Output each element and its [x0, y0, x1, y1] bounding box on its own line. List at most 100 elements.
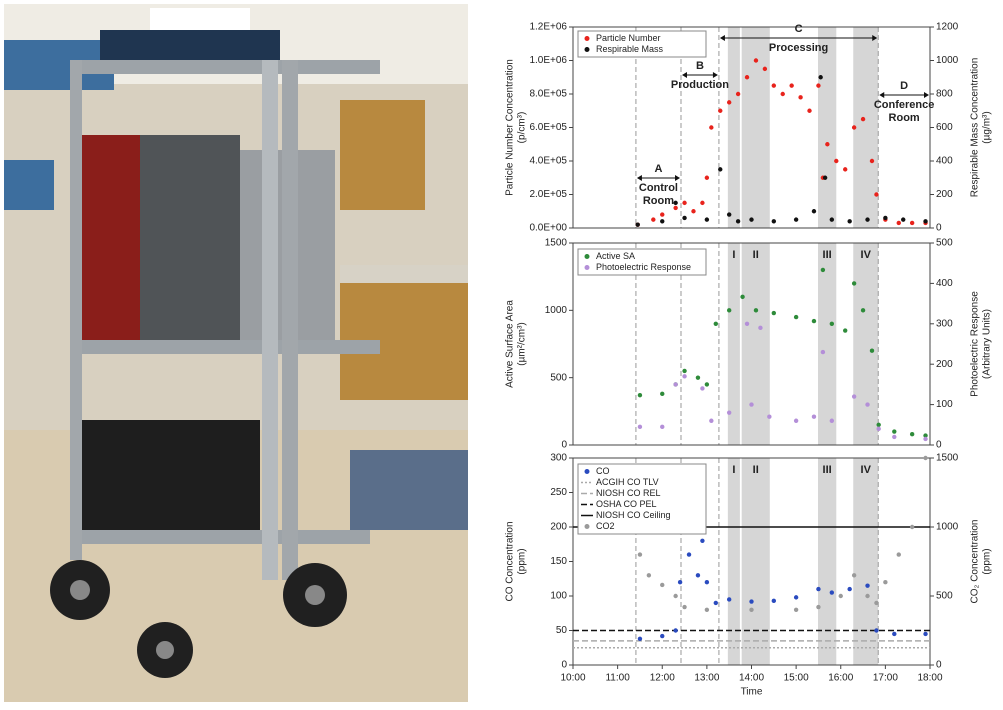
- hub: [70, 580, 90, 600]
- device: [100, 30, 280, 60]
- data-point: [726, 212, 732, 217]
- data-point: [847, 586, 852, 592]
- data-point: [865, 217, 870, 222]
- shaded-band: [741, 27, 770, 228]
- data-point: [726, 100, 732, 105]
- data-point: [876, 426, 881, 432]
- y2-axis-label: (Arbitrary Units): [982, 309, 993, 379]
- data-point: [883, 580, 888, 585]
- data-point: [637, 636, 643, 641]
- mat: [350, 450, 468, 530]
- data-point: [735, 91, 741, 97]
- y2-tick-label: 1000: [936, 55, 959, 66]
- case: [70, 420, 260, 530]
- data-point: [923, 436, 928, 442]
- data-point: [660, 212, 665, 217]
- data-point: [637, 392, 643, 398]
- cart-shelf: [70, 530, 370, 544]
- legend-label: Respirable Mass: [596, 44, 664, 54]
- y-tick-label: 50: [556, 625, 568, 636]
- x-axis-label: Time: [741, 687, 763, 698]
- data-point: [695, 573, 701, 578]
- legend-label: Particle Number: [596, 33, 661, 43]
- data-point: [909, 524, 915, 530]
- data-point: [874, 600, 879, 606]
- data-point: [749, 599, 754, 604]
- legend-label: NIOSH CO Ceiling: [596, 510, 671, 520]
- data-point: [829, 418, 835, 423]
- data-point: [896, 552, 901, 557]
- phase-label: Control: [639, 182, 678, 194]
- shaded-band: [727, 243, 740, 445]
- y2-tick-label: 200: [936, 359, 953, 370]
- data-point: [818, 75, 823, 80]
- data-point: [700, 200, 705, 206]
- data-point: [771, 83, 777, 88]
- data-point: [749, 402, 754, 407]
- data-point: [816, 83, 821, 88]
- legend-marker: [584, 469, 590, 474]
- data-point: [838, 593, 843, 599]
- cart-shelf: [70, 340, 380, 354]
- data-point: [793, 418, 799, 423]
- data-point: [713, 321, 718, 326]
- data-point: [851, 394, 857, 399]
- data-point: [829, 217, 835, 222]
- y-tick-label: 500: [550, 372, 567, 383]
- data-point: [892, 631, 897, 637]
- data-point: [825, 142, 830, 147]
- legend-marker: [584, 36, 590, 41]
- data-point: [798, 95, 803, 100]
- y2-tick-label: 1200: [936, 22, 959, 33]
- hub: [305, 585, 325, 605]
- data-point: [789, 83, 794, 88]
- y-tick-label: 4.0E+05: [529, 156, 567, 167]
- cabinet: [340, 100, 425, 210]
- y2-tick-label: 200: [936, 189, 953, 200]
- data-point: [793, 217, 799, 222]
- data-point: [923, 455, 928, 461]
- data-point: [704, 580, 710, 585]
- data-point: [860, 308, 866, 313]
- y-tick-label: 6.0E+05: [529, 122, 567, 133]
- phase-letter: A: [654, 163, 662, 175]
- y2-axis-label: Respirable Mass Concentration: [970, 58, 981, 198]
- band-label: II: [753, 249, 759, 261]
- y-tick-label: 250: [550, 487, 567, 498]
- y2-tick-label: 800: [936, 89, 953, 100]
- band-label: II: [753, 464, 759, 476]
- shaded-band: [817, 243, 837, 445]
- phase-label: Room: [643, 195, 674, 207]
- y2-tick-label: 0: [936, 440, 942, 451]
- data-point: [682, 604, 687, 610]
- data-point: [816, 586, 821, 592]
- y2-tick-label: 100: [936, 399, 953, 410]
- legend-marker: [584, 524, 590, 529]
- data-point: [637, 552, 643, 557]
- legend-box: [577, 248, 707, 276]
- data-point: [726, 597, 732, 602]
- data-point: [753, 58, 759, 63]
- data-point: [811, 414, 817, 419]
- data-point: [735, 219, 741, 224]
- y-tick-label: 0: [561, 660, 567, 671]
- shaded-band: [853, 458, 879, 665]
- data-point: [874, 192, 879, 197]
- y-tick-label: 2.0E+05: [529, 189, 567, 200]
- x-tick-label: 11:00: [605, 673, 630, 684]
- data-point: [869, 348, 875, 353]
- y-axis-label: (µm²/cm³): [517, 322, 528, 366]
- y-axis-label: Active Surface Area: [505, 300, 516, 388]
- data-point: [767, 414, 772, 419]
- data-point: [637, 424, 643, 430]
- x-tick-label: 16:00: [828, 673, 853, 684]
- x-tick-label: 10:00: [560, 673, 585, 684]
- data-point: [892, 429, 897, 434]
- data-point: [682, 215, 687, 221]
- band-label: III: [823, 464, 832, 476]
- data-point: [829, 321, 835, 326]
- cart-post: [262, 60, 278, 580]
- data-point: [660, 219, 665, 224]
- y-tick-label: 0: [561, 440, 567, 451]
